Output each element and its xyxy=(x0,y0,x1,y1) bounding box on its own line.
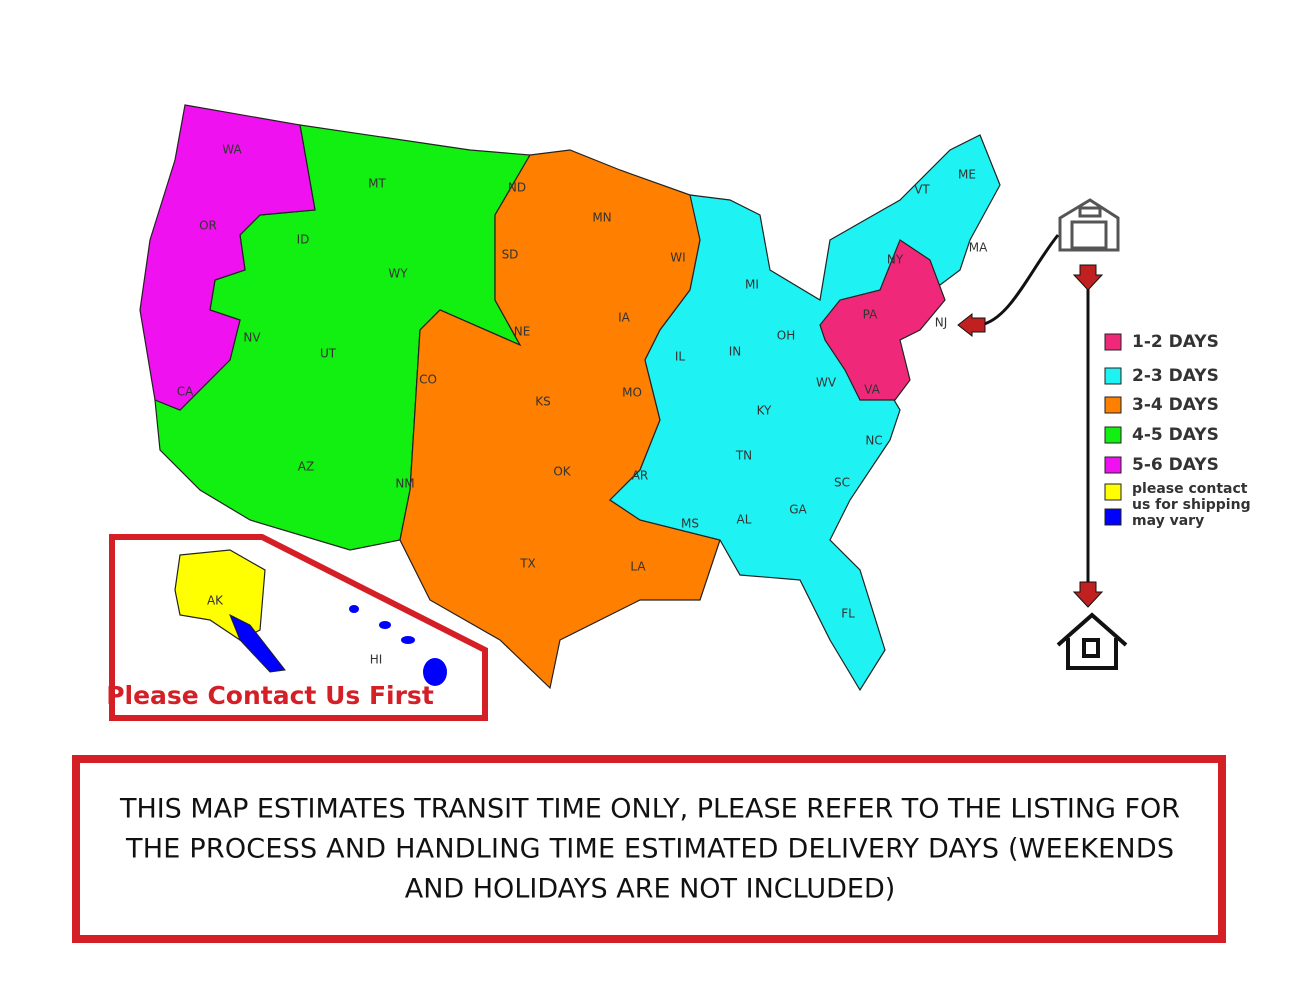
zone-5-6 xyxy=(139,104,316,411)
state-label: WI xyxy=(670,251,685,265)
state-label: NV xyxy=(243,331,261,345)
state-label: WY xyxy=(388,267,408,281)
state-label: NM xyxy=(395,477,414,491)
state-label: VA xyxy=(864,383,880,397)
legend-label: 3-4 DAYS xyxy=(1132,395,1219,415)
arrow-head xyxy=(1072,264,1104,291)
state-label: AL xyxy=(737,513,752,527)
legend-label: 5-6 DAYS xyxy=(1132,455,1219,475)
zone-1-2 xyxy=(819,239,946,401)
legend-swatch xyxy=(1104,508,1122,526)
legend-swatch xyxy=(1104,456,1122,474)
warehouse-icon xyxy=(1058,198,1120,252)
arrow-head xyxy=(1072,581,1104,608)
state-label: MI xyxy=(745,278,759,292)
state-label: MT xyxy=(368,177,386,191)
state-label: MA xyxy=(969,241,988,255)
notice-text: THIS MAP ESTIMATES TRANSIT TIME ONLY, PL… xyxy=(119,794,1180,825)
state-label: TX xyxy=(519,557,536,571)
legend-note: may vary xyxy=(1132,513,1204,529)
hawaii xyxy=(349,605,359,613)
state-label: MS xyxy=(681,517,699,531)
notice-frame xyxy=(72,755,1226,943)
state-label: MO xyxy=(622,386,642,400)
state-label: KS xyxy=(535,395,551,409)
state-label: WV xyxy=(816,376,837,390)
state-label: SD xyxy=(502,248,519,262)
legend-swatch xyxy=(1104,333,1122,351)
state-label: ND xyxy=(508,181,526,195)
state-label: IA xyxy=(618,311,631,325)
hawaii xyxy=(379,621,391,629)
state-label: LA xyxy=(630,560,646,574)
state-label: NY xyxy=(887,253,904,267)
state-label: ME xyxy=(958,168,976,182)
inset-label: Please Contact Us First xyxy=(106,681,434,710)
state-label: SC xyxy=(834,476,850,490)
hawaii xyxy=(401,636,415,644)
state-label: WA xyxy=(222,143,242,157)
state-label: CA xyxy=(177,385,194,399)
state-label: HI xyxy=(370,653,383,667)
state-label: PA xyxy=(863,308,878,322)
house-icon xyxy=(1056,612,1128,670)
legend-swatch xyxy=(1104,483,1122,501)
state-label: KY xyxy=(757,404,772,418)
notice-text: THE PROCESS AND HANDLING TIME ESTIMATED … xyxy=(125,834,1174,865)
hawaii xyxy=(423,658,447,686)
state-label: ID xyxy=(297,233,310,247)
legend-swatch xyxy=(1104,367,1122,385)
state-label: AK xyxy=(207,594,224,608)
state-label: GA xyxy=(789,503,807,517)
state-label: MN xyxy=(592,211,611,225)
state-label: NE xyxy=(514,325,531,339)
arrow-head xyxy=(957,312,986,338)
state-label: OK xyxy=(553,465,571,479)
state-label: IL xyxy=(675,350,686,364)
state-label: CO xyxy=(419,373,437,387)
state-label: FL xyxy=(841,607,855,621)
inset-frame xyxy=(109,534,488,721)
legend-note: us for shipping xyxy=(1132,497,1251,513)
state-label: OH xyxy=(777,329,795,343)
state-label: NJ xyxy=(935,316,948,330)
state-label: OR xyxy=(199,219,217,233)
alaska-panhandle xyxy=(229,613,286,673)
state-label: AR xyxy=(632,469,649,483)
state-label: TN xyxy=(735,449,752,463)
state-label: UT xyxy=(320,347,337,361)
legend-note: please contact xyxy=(1132,481,1248,497)
legend-swatch xyxy=(1104,426,1122,444)
legend-label: 1-2 DAYS xyxy=(1132,332,1219,352)
notice-text: AND HOLIDAYS ARE NOT INCLUDED) xyxy=(405,874,896,905)
state-label: VT xyxy=(914,183,930,197)
state-label: AZ xyxy=(298,460,314,474)
state-label: NC xyxy=(865,434,882,448)
route-arrow xyxy=(979,234,1060,327)
state-label: IN xyxy=(729,345,742,359)
legend-label: 2-3 DAYS xyxy=(1132,366,1219,386)
legend-label: 4-5 DAYS xyxy=(1132,425,1219,445)
legend-swatch xyxy=(1104,396,1122,414)
